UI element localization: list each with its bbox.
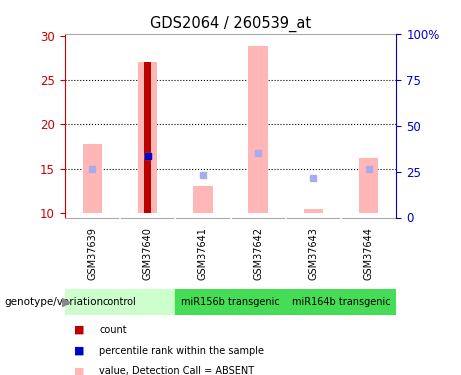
Text: GSM37640: GSM37640 <box>142 226 153 280</box>
Text: GSM37643: GSM37643 <box>308 226 319 280</box>
Bar <box>138 62 157 213</box>
Text: GSM37642: GSM37642 <box>253 226 263 280</box>
Text: miR156b transgenic: miR156b transgenic <box>181 297 280 307</box>
Text: value, Detection Call = ABSENT: value, Detection Call = ABSENT <box>99 366 254 375</box>
Bar <box>175 289 286 315</box>
Text: genotype/variation: genotype/variation <box>5 297 104 307</box>
Title: GDS2064 / 260539_at: GDS2064 / 260539_at <box>150 16 311 32</box>
Bar <box>83 144 102 213</box>
Text: ■: ■ <box>74 366 84 375</box>
Text: miR164b transgenic: miR164b transgenic <box>292 297 390 307</box>
Bar <box>193 186 213 213</box>
Bar <box>359 158 378 213</box>
Text: ▶: ▶ <box>62 296 72 308</box>
Bar <box>286 289 396 315</box>
Bar <box>65 289 175 315</box>
Bar <box>304 209 323 213</box>
Text: percentile rank within the sample: percentile rank within the sample <box>99 346 264 355</box>
Text: GSM37641: GSM37641 <box>198 226 208 280</box>
Text: GSM37639: GSM37639 <box>87 226 97 280</box>
Text: ■: ■ <box>74 325 84 335</box>
Text: GSM37644: GSM37644 <box>364 226 374 280</box>
Bar <box>144 62 151 213</box>
Text: ■: ■ <box>74 346 84 355</box>
Bar <box>248 46 268 213</box>
Text: control: control <box>103 297 137 307</box>
Text: count: count <box>99 325 127 335</box>
